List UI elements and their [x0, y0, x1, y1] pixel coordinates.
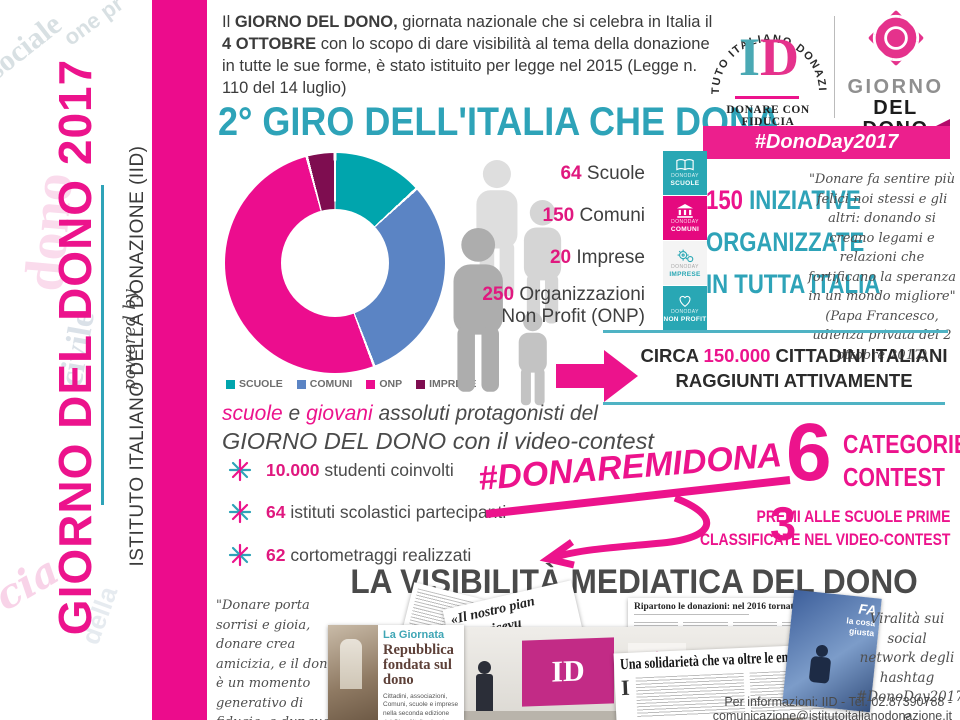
category-badges: DONODAY SCUOLE DONODAY COMUNI DONODAY IM…	[663, 151, 707, 331]
stat-imprese: 20 Imprese	[549, 247, 645, 268]
bullet-cortometraggi: 62 cortometraggi realizzati	[228, 543, 471, 567]
logo-block: ISTITUTO ITALIANO DONAZIONE ID DONARE CO…	[703, 4, 950, 160]
news-photo	[328, 625, 378, 720]
intro-paragraph: Il GIORNO DEL DONO, giornata nazionale c…	[222, 12, 714, 100]
premi-number: 3	[770, 497, 797, 550]
chart-legend: SCUOLE COMUNI ONP IMPRESE	[226, 378, 476, 390]
organization-name-vertical: ISTITUTO ITALIANO DELLA DONAZIONE (IID)	[127, 145, 148, 567]
legend-swatch	[226, 379, 235, 389]
quote-papa-francesco: "Donare fa sentire più felici noi stessi…	[808, 170, 956, 365]
donut-chart-hole	[281, 209, 389, 317]
brand-giorno: GIORNO	[847, 76, 944, 98]
protagonisti-text: scuole e giovani assoluti protagonisti d…	[222, 402, 654, 454]
intro-text: con lo scopo di dare visibilità al tema …	[222, 34, 710, 97]
social-virality-note: Viralità sui social network degli hashta…	[856, 611, 960, 720]
iid-letter-d: D	[760, 27, 799, 87]
stat-onp: 250 Organizzazioni Non Profit (ONP)	[482, 284, 645, 327]
heart-icon	[679, 295, 691, 307]
diamond-knot-icon	[868, 10, 923, 66]
legend-swatch	[366, 379, 376, 389]
categorie-number: 6	[786, 407, 832, 498]
intro-text: giornata nazionale che si celebra in Ita…	[397, 13, 713, 31]
divider-line	[603, 402, 945, 405]
intro-bold-giorno: GIORNO DEL DONO,	[234, 13, 398, 31]
logo-divider	[834, 16, 835, 118]
legend-item: ONP	[366, 378, 402, 390]
donoday-banner: #DonoDay2017	[703, 119, 950, 159]
quote-text: "Donare fa sentire più felici noi stessi…	[808, 172, 956, 304]
iid-monogram: ID	[731, 30, 807, 84]
hashtag-underline-arrow	[485, 476, 791, 569]
giorno-del-dono-logo: GIORNO DEL DONO	[841, 4, 950, 140]
legend-swatch	[416, 379, 426, 389]
iid-arc-logo: ISTITUTO ITALIANO DONAZIONE	[703, 6, 827, 94]
arrow-right-icon	[556, 350, 638, 402]
reach-statement: CIRCA 150.000 CITTADINI ITALIANI RAGGIUN…	[640, 345, 948, 391]
sidebar-divider	[101, 185, 104, 505]
magenta-bar	[152, 0, 207, 720]
legend-item: COMUNI	[296, 378, 352, 390]
badge-imprese: DONODAY IMPRESE	[663, 241, 707, 285]
stat-comuni: 150 Comuni	[542, 205, 645, 226]
quote-text: "Donare porta sorrisi e gioia, donare cr…	[216, 598, 336, 720]
legend-swatch	[296, 379, 306, 389]
asterisk-icon	[228, 543, 252, 567]
iniziative-block: 150 INIZIATIVE ORGANIZZATE IN TUTTA ITAL…	[706, 185, 881, 299]
bullet-istituti: 64 istituti scolastici partecipanti	[228, 500, 506, 524]
book-icon	[676, 159, 694, 171]
quote-mattarella: "Donare porta sorrisi e gioia, donare cr…	[216, 596, 338, 720]
section-title-giro: 2° GIRO DELL'ITALIA CHE DONA	[218, 100, 781, 144]
intro-bold-date: 4 OTTOBRE	[222, 34, 317, 53]
footer-contact-info: Per informazioni: IID - Tel. 02.87390788…	[712, 695, 952, 720]
categorie-labels: CATEGORIE CONTEST	[843, 429, 960, 492]
badge-comuni: DONODAY COMUNI	[663, 196, 707, 240]
iid-tagline: DONARE CON FIDUCIA	[726, 104, 810, 128]
asterisk-icon	[228, 458, 252, 482]
gears-icon	[677, 249, 693, 263]
event-title-vertical: GIORNO DEL DONO 2017	[49, 58, 101, 636]
townhall-icon	[676, 203, 694, 218]
badge-scuole: DONODAY SCUOLE	[663, 151, 707, 195]
badge-nonprofit: DONODAY NON PROFIT	[663, 286, 707, 330]
iid-letter-i: I	[738, 27, 760, 87]
intro-text: Il	[222, 13, 235, 31]
stat-scuole: 64 Scuole	[560, 163, 645, 184]
legend-item: SCUOLE	[226, 378, 283, 390]
asterisk-icon	[228, 500, 252, 524]
divider-line	[603, 330, 948, 333]
news-clipping-la-giornata: La Giornata Repubblica fondata sul dono …	[328, 625, 464, 720]
bullet-studenti: 10.000 studenti coinvolti	[228, 458, 454, 482]
premi-labels: PREMI ALLE SCUOLE PRIME CLASSIFICATE NEL…	[699, 507, 950, 549]
iid-underline	[735, 96, 799, 99]
